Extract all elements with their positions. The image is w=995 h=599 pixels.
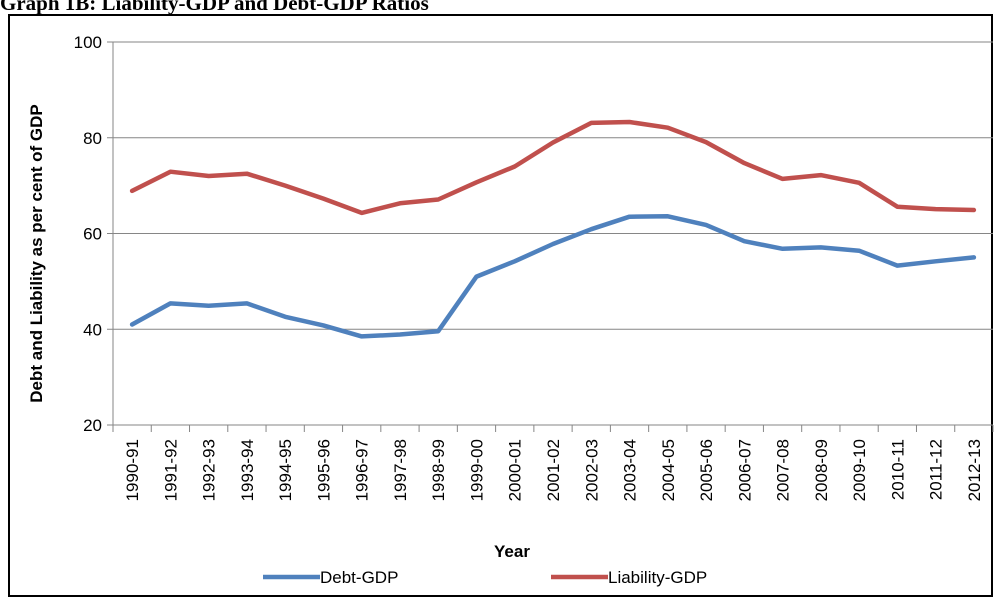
y-tick-label: 80 xyxy=(83,129,102,148)
x-tick-label: 2000-01 xyxy=(506,439,525,501)
x-tick-label: 2008-09 xyxy=(812,439,831,501)
x-tick-label: 2012-13 xyxy=(965,439,984,501)
x-tick-label: 1990-91 xyxy=(123,439,142,501)
x-tick-label: 1994-95 xyxy=(276,439,295,501)
x-tick-label: 1998-99 xyxy=(429,439,448,501)
x-axis-title: Year xyxy=(494,542,530,561)
x-tick-label: 2003-04 xyxy=(621,439,640,501)
x-tick-label: 2002-03 xyxy=(582,439,601,501)
y-tick-label: 100 xyxy=(74,33,102,52)
series-line-liability-gdp xyxy=(129,119,977,216)
x-tick-label: 2004-05 xyxy=(659,439,678,501)
x-tick-label: 1992-93 xyxy=(200,439,219,501)
axes xyxy=(107,41,994,432)
y-axis-title: Debt and Liability as per cent of GDP xyxy=(27,104,46,403)
y-tick-label: 40 xyxy=(83,320,102,339)
x-tick-label: 1997-98 xyxy=(391,439,410,501)
x-tick-labels: 1990-91 1991-92 1992-93 1993-94 1994-95 1995-… xyxy=(123,439,984,501)
legend-label: Liability-GDP xyxy=(608,568,707,587)
legend-label: Debt-GDP xyxy=(320,568,398,587)
y-tick-label: 60 xyxy=(83,225,102,244)
x-tick-label: 1993-94 xyxy=(238,439,257,501)
gridlines xyxy=(113,41,993,330)
legend: Debt-GDP Liability-GDP xyxy=(263,568,707,587)
x-tick-label: 2011-12 xyxy=(927,439,946,500)
x-tick-label: 2006-07 xyxy=(735,439,754,501)
x-tick-label: 1991-92 xyxy=(161,439,180,501)
series-lines xyxy=(129,119,977,339)
x-tick-label: 1995-96 xyxy=(314,439,333,501)
y-tick-labels: 20 40 60 80 100 xyxy=(74,33,102,435)
x-tick-label: 2010-11 xyxy=(888,439,907,500)
x-tick-label: 1996-97 xyxy=(353,439,372,501)
y-tick-label: 20 xyxy=(83,416,102,435)
x-tick-label: 2005-06 xyxy=(697,439,716,501)
page-title: Graph 1B: Liability-GDP and Debt-GDP Rat… xyxy=(0,0,429,15)
x-tick-label: 1999-00 xyxy=(467,439,486,501)
x-tick-label: 2009-10 xyxy=(850,439,869,501)
x-tick-label: 2001-02 xyxy=(544,439,563,501)
series-line-debt-gdp xyxy=(129,214,977,339)
x-tick-label: 2007-08 xyxy=(774,439,793,501)
